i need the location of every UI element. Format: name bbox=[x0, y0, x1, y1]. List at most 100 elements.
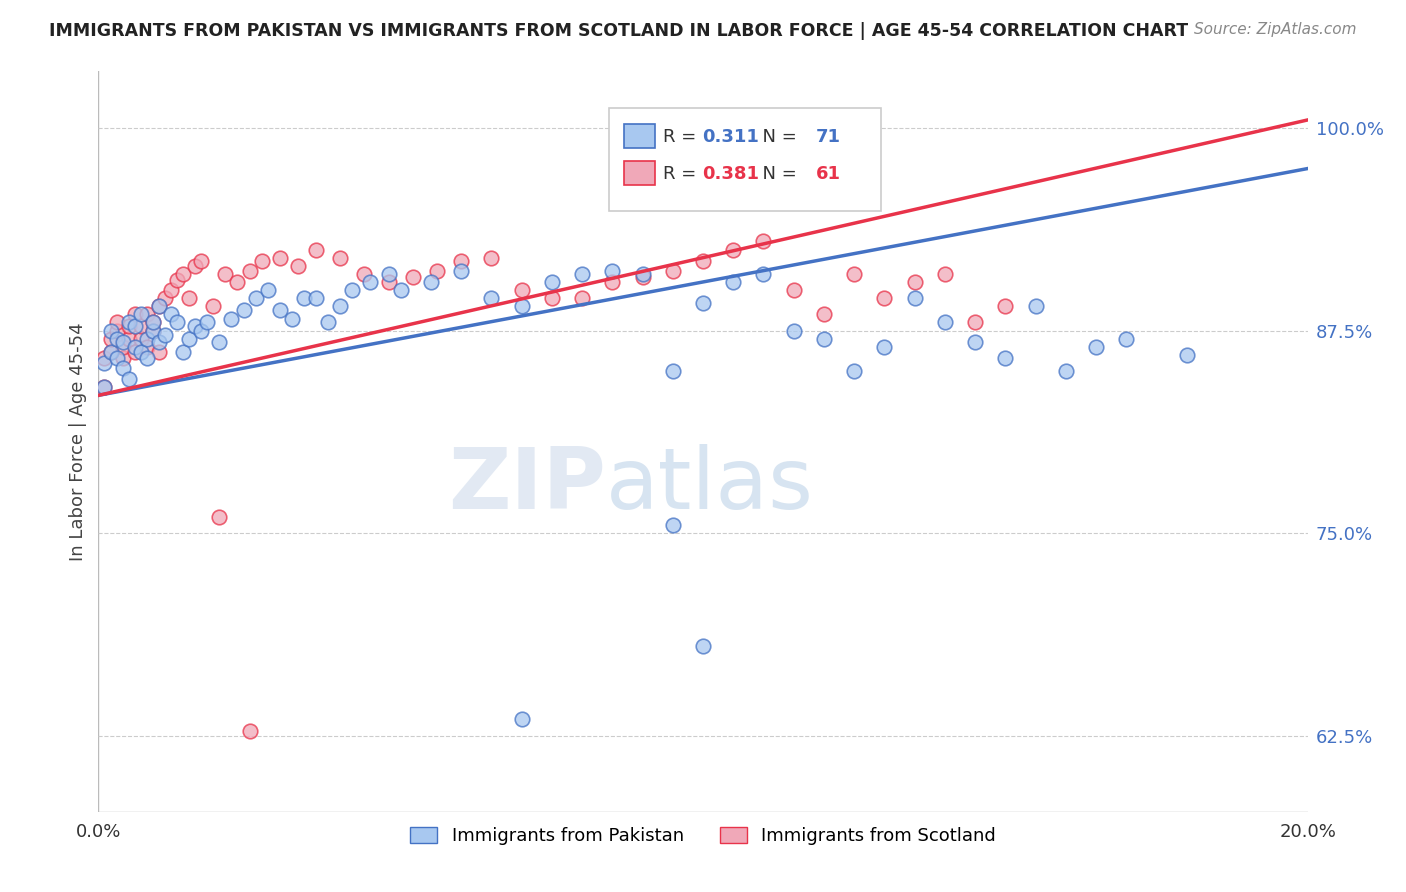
Point bbox=[402, 270, 425, 285]
Point bbox=[510, 283, 533, 297]
Text: N =: N = bbox=[751, 164, 803, 183]
Point bbox=[208, 509, 231, 524]
Point bbox=[420, 275, 443, 289]
Point bbox=[93, 380, 115, 394]
Point bbox=[118, 318, 141, 333]
Point bbox=[166, 316, 188, 330]
Point bbox=[377, 275, 399, 289]
Point bbox=[100, 344, 122, 359]
Point bbox=[100, 332, 122, 346]
Point bbox=[281, 312, 304, 326]
Point bbox=[142, 316, 165, 330]
Point bbox=[153, 328, 176, 343]
Point bbox=[172, 267, 194, 281]
Point bbox=[450, 263, 472, 277]
Point bbox=[129, 318, 152, 333]
Point bbox=[214, 267, 236, 281]
Text: N =: N = bbox=[751, 128, 803, 145]
Point bbox=[148, 299, 170, 313]
Point bbox=[904, 275, 927, 289]
Point bbox=[934, 316, 956, 330]
Point bbox=[360, 275, 382, 289]
Point bbox=[221, 312, 243, 326]
Point bbox=[124, 344, 146, 359]
Point bbox=[571, 291, 593, 305]
Point bbox=[111, 340, 134, 354]
Point bbox=[118, 372, 141, 386]
Point bbox=[813, 307, 835, 321]
Point bbox=[100, 344, 122, 359]
Point bbox=[239, 263, 262, 277]
Point bbox=[661, 263, 683, 277]
Point bbox=[481, 251, 503, 265]
Point bbox=[1054, 364, 1077, 378]
Point bbox=[813, 332, 835, 346]
Point bbox=[426, 263, 449, 277]
Point bbox=[256, 283, 278, 297]
Point bbox=[316, 316, 339, 330]
Point bbox=[269, 251, 291, 265]
Point bbox=[142, 324, 165, 338]
Point bbox=[111, 360, 134, 375]
Text: atlas: atlas bbox=[606, 444, 814, 527]
Point bbox=[190, 253, 212, 268]
Point bbox=[129, 344, 152, 359]
Text: 71: 71 bbox=[815, 128, 841, 145]
Point bbox=[602, 263, 624, 277]
Point bbox=[752, 267, 775, 281]
Point bbox=[965, 316, 987, 330]
Point bbox=[305, 291, 328, 305]
Point bbox=[93, 351, 115, 365]
Point bbox=[292, 291, 315, 305]
Point bbox=[1115, 332, 1137, 346]
Point bbox=[111, 334, 134, 349]
Point bbox=[844, 267, 866, 281]
Point bbox=[179, 291, 201, 305]
Point bbox=[226, 275, 249, 289]
Point bbox=[250, 253, 273, 268]
Point bbox=[329, 251, 352, 265]
Point bbox=[195, 316, 218, 330]
Point bbox=[124, 340, 146, 354]
Point bbox=[965, 334, 987, 349]
Point bbox=[287, 259, 309, 273]
Point bbox=[692, 253, 714, 268]
Point bbox=[239, 723, 262, 738]
Point bbox=[105, 316, 128, 330]
Bar bbox=[624, 161, 655, 185]
Point bbox=[202, 299, 225, 313]
Point bbox=[118, 332, 141, 346]
Text: ZIP: ZIP bbox=[449, 444, 606, 527]
Point bbox=[184, 318, 207, 333]
Point bbox=[232, 302, 254, 317]
Point bbox=[135, 332, 157, 346]
Point bbox=[353, 267, 375, 281]
Point bbox=[783, 283, 806, 297]
Point bbox=[111, 351, 134, 365]
Point bbox=[105, 332, 128, 346]
Point bbox=[540, 291, 562, 305]
Text: 61: 61 bbox=[815, 164, 841, 183]
Point bbox=[129, 307, 152, 321]
Point bbox=[661, 518, 683, 533]
Point bbox=[752, 235, 775, 249]
Point bbox=[1175, 348, 1198, 362]
Point bbox=[692, 640, 714, 654]
Point bbox=[994, 299, 1017, 313]
Point bbox=[1085, 340, 1108, 354]
Point bbox=[135, 307, 157, 321]
Point bbox=[631, 267, 654, 281]
Y-axis label: In Labor Force | Age 45-54: In Labor Force | Age 45-54 bbox=[69, 322, 87, 561]
Bar bbox=[624, 124, 655, 147]
Point bbox=[934, 267, 956, 281]
Point bbox=[142, 316, 165, 330]
Point bbox=[904, 291, 927, 305]
Point bbox=[148, 299, 170, 313]
Point bbox=[105, 324, 128, 338]
Point bbox=[510, 299, 533, 313]
Point bbox=[142, 324, 165, 338]
Point bbox=[873, 340, 896, 354]
Text: IMMIGRANTS FROM PAKISTAN VS IMMIGRANTS FROM SCOTLAND IN LABOR FORCE | AGE 45-54 : IMMIGRANTS FROM PAKISTAN VS IMMIGRANTS F… bbox=[49, 22, 1188, 40]
Text: R =: R = bbox=[664, 128, 702, 145]
Point bbox=[723, 243, 745, 257]
